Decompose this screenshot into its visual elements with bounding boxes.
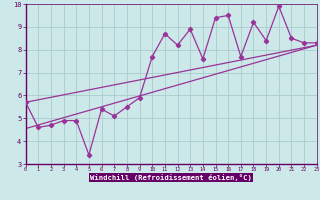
X-axis label: Windchill (Refroidissement éolien,°C): Windchill (Refroidissement éolien,°C) (90, 174, 252, 181)
